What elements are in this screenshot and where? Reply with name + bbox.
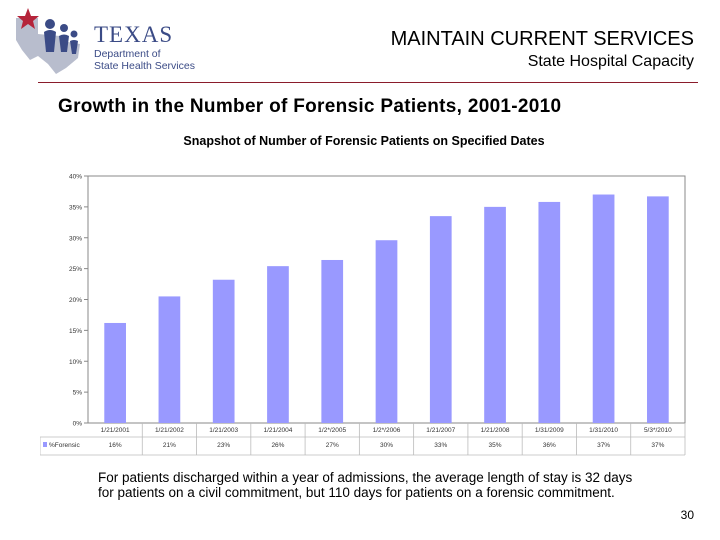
legend-label: %Forensic (49, 442, 80, 449)
legend-swatch (43, 442, 47, 447)
y-tick-label: 15% (69, 328, 82, 335)
page-title: Growth in the Number of Forensic Patient… (58, 96, 562, 117)
y-tick-label: 10% (69, 359, 82, 366)
chart-container: Snapshot of Number of Forensic Patients … (40, 126, 688, 460)
star-icon (17, 8, 39, 29)
bar (158, 296, 181, 423)
x-tick-label: 1/21/2007 (426, 427, 455, 434)
y-tick-label: 30% (69, 235, 82, 242)
texas-state-icon (16, 8, 80, 74)
header-subtitle: State Hospital Capacity (527, 53, 694, 70)
header-title: MAINTAIN CURRENT SERVICES (390, 28, 694, 50)
bar (647, 196, 669, 423)
data-label: 37% (651, 442, 664, 449)
x-tick-label: 1/21/2004 (263, 427, 292, 434)
bar (484, 206, 506, 423)
x-tick-label: 1/31/2010 (589, 427, 618, 434)
x-tick-label: 5/3*/2010 (644, 427, 672, 434)
data-label: 23% (217, 442, 230, 449)
data-label: 16% (109, 442, 122, 449)
y-tick-label: 40% (69, 174, 82, 181)
chart-title: Snapshot of Number of Forensic Patients … (183, 134, 545, 148)
x-tick-label: 1/2*/2006 (373, 427, 401, 434)
y-tick-label: 0% (73, 421, 83, 428)
data-label: 26% (271, 442, 284, 449)
x-tick-label: 1/21/2003 (209, 427, 238, 434)
bar (212, 279, 235, 423)
logo-name: TEXAS (94, 22, 174, 47)
data-label: 27% (326, 442, 339, 449)
y-tick-label: 5% (73, 390, 83, 397)
data-label: 21% (163, 442, 176, 449)
bar-chart: 0% 5% 10% 15% 20% 25% 30% 35% 40% 1/21/2001 16% 1/2… (40, 174, 686, 456)
logo-subtitle: Department of State Health Services (94, 48, 199, 72)
logo-sub-line2: State Health Services (94, 60, 195, 72)
data-label: 30% (380, 442, 393, 449)
y-tick-label: 35% (69, 204, 82, 211)
bar (321, 259, 344, 423)
header-divider (38, 82, 698, 83)
y-tick-label: 20% (69, 297, 82, 304)
data-label: 35% (489, 442, 502, 449)
bar (538, 201, 561, 423)
bar (375, 240, 398, 423)
data-label: 36% (543, 442, 556, 449)
footnote-text: For patients discharged within a year of… (98, 470, 633, 500)
bar (267, 266, 289, 423)
bar (429, 216, 452, 423)
x-tick-label: 1/21/2008 (481, 427, 510, 434)
dshs-logo: TEXAS Department of State Health Service… (8, 6, 195, 76)
x-tick-label: 1/21/2002 (155, 427, 184, 434)
bar (592, 194, 615, 423)
logo-sub-line1: Department of (94, 48, 161, 60)
data-label: 37% (597, 442, 610, 449)
x-tick-label: 1/21/2001 (101, 427, 130, 434)
x-tick-label: 1/2*/2005 (318, 427, 346, 434)
y-tick-label: 25% (69, 266, 82, 273)
page-number: 30 (680, 508, 694, 522)
bar (104, 322, 126, 423)
data-label: 33% (434, 442, 447, 449)
x-tick-label: 1/31/2009 (535, 427, 564, 434)
